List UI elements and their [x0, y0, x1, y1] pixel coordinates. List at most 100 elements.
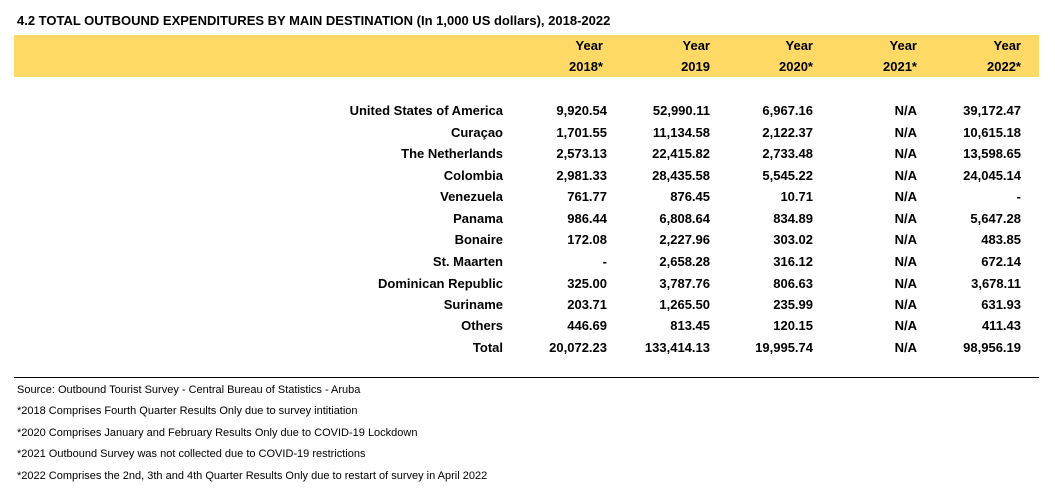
value-2022: 672.14 [981, 254, 1021, 269]
column-header-line2: 2019 [681, 59, 710, 74]
value-2018: 325.00 [567, 276, 607, 291]
value-2019: 813.45 [670, 318, 710, 333]
value-2019: 2,658.28 [659, 254, 710, 269]
value-2022: 631.93 [981, 297, 1021, 312]
value-2020: 806.63 [773, 276, 813, 291]
value-2019: 3,787.76 [659, 276, 710, 291]
value-2022: 10,615.18 [963, 125, 1021, 140]
value-2021: N/A [894, 318, 917, 333]
value-2021: N/A [894, 146, 917, 161]
source-note: Source: Outbound Tourist Survey - Centra… [17, 384, 361, 396]
value-2021: N/A [894, 276, 917, 291]
footnote-2020: *2020 Comprises January and February Res… [17, 427, 418, 439]
value-2020: 120.15 [773, 318, 813, 333]
row-destination-name: United States of America [349, 103, 503, 118]
value-2019: 133,414.13 [644, 340, 710, 355]
value-2019: 28,435.58 [652, 168, 710, 183]
value-2022: 3,678.11 [971, 276, 1021, 291]
column-header-line1: Year [682, 38, 710, 53]
value-2020: 316.12 [773, 254, 813, 269]
value-2019: 11,134.58 [652, 125, 710, 140]
value-2020: 6,967.16 [762, 103, 813, 118]
column-header-line1: Year [993, 38, 1021, 53]
value-2021: N/A [894, 232, 917, 247]
column-header-line1: Year [785, 38, 813, 53]
value-2022: 24,045.14 [963, 168, 1021, 183]
column-header-line2: 2020* [779, 59, 813, 74]
row-destination-name: Total [472, 340, 503, 355]
table-row: Suriname 203.71 1,265.50 235.99 N/A 631.… [0, 297, 1055, 319]
value-2021: N/A [894, 125, 917, 140]
row-destination-name: Bonaire [454, 232, 503, 247]
value-2022: - [1016, 189, 1021, 204]
column-header-line1: Year [575, 38, 603, 53]
row-destination-name: Dominican Republic [378, 276, 503, 291]
row-destination-name: Colombia [443, 168, 503, 183]
value-2018: 446.69 [567, 318, 607, 333]
value-2019: 1,265.50 [659, 297, 710, 312]
column-header-line1: Year [889, 38, 917, 53]
value-2022: 39,172.47 [963, 103, 1021, 118]
footnote-2022: *2022 Comprises the 2nd, 3th and 4th Qua… [17, 470, 488, 482]
value-2019: 6,808.64 [659, 211, 710, 226]
value-2021: N/A [894, 103, 917, 118]
footer-divider [14, 377, 1039, 378]
value-2021: N/A [894, 211, 917, 226]
value-2019: 2,227.96 [659, 232, 710, 247]
table-row: Others 446.69 813.45 120.15 N/A 411.43 [0, 318, 1055, 340]
row-destination-name: Others [461, 318, 503, 333]
value-2018: 1,701.55 [556, 125, 607, 140]
value-2020: 19,995.74 [755, 340, 813, 355]
table-row: Colombia 2,981.33 28,435.58 5,545.22 N/A… [0, 168, 1055, 190]
value-2021: N/A [894, 297, 917, 312]
value-2018: 203.71 [567, 297, 607, 312]
row-destination-name: Panama [453, 211, 503, 226]
value-2020: 2,122.37 [762, 125, 813, 140]
value-2022: 13,598.65 [963, 146, 1021, 161]
value-2018: 761.77 [567, 189, 607, 204]
value-2019: 52,990.11 [652, 103, 710, 118]
value-2020: 303.02 [773, 232, 813, 247]
column-header-line2: 2022* [987, 59, 1021, 74]
value-2021: N/A [894, 168, 917, 183]
row-destination-name: Curaçao [450, 125, 503, 140]
value-2021: N/A [894, 254, 917, 269]
value-2020: 834.89 [773, 211, 813, 226]
value-2022: 411.43 [981, 318, 1021, 333]
value-2022: 5,647.28 [970, 211, 1021, 226]
row-destination-name: St. Maarten [432, 254, 503, 269]
value-2021: N/A [894, 340, 917, 355]
table-row: Venezuela 761.77 876.45 10.71 N/A - [0, 189, 1055, 211]
table-row: Curaçao 1,701.55 11,134.58 2,122.37 N/A … [0, 125, 1055, 147]
value-2022: 98,956.19 [963, 340, 1021, 355]
value-2020: 235.99 [773, 297, 813, 312]
value-2022: 483.85 [981, 232, 1021, 247]
footnote-2021: *2021 Outbound Survey was not collected … [17, 448, 366, 460]
value-2019: 876.45 [670, 189, 710, 204]
row-destination-name: The Netherlands [401, 146, 503, 161]
value-2018: 20,072.23 [549, 340, 607, 355]
value-2020: 2,733.48 [762, 146, 813, 161]
table-row-total: Total 20,072.23 133,414.13 19,995.74 N/A… [0, 340, 1055, 362]
table-title: 4.2 TOTAL OUTBOUND EXPENDITURES BY MAIN … [17, 13, 611, 28]
table-row: The Netherlands 2,573.13 22,415.82 2,733… [0, 146, 1055, 168]
value-2018: 9,920.54 [556, 103, 607, 118]
table-row: Bonaire 172.08 2,227.96 303.02 N/A 483.8… [0, 232, 1055, 254]
value-2018: 172.08 [567, 232, 607, 247]
table-row: Dominican Republic 325.00 3,787.76 806.6… [0, 276, 1055, 298]
value-2018: 2,573.13 [556, 146, 607, 161]
column-header-band [14, 35, 1039, 77]
footnote-2018: *2018 Comprises Fourth Quarter Results O… [17, 405, 358, 417]
value-2019: 22,415.82 [652, 146, 710, 161]
row-destination-name: Venezuela [440, 189, 503, 204]
value-2020: 5,545.22 [762, 168, 813, 183]
value-2020: 10.71 [780, 189, 813, 204]
table-row: United States of America 9,920.54 52,990… [0, 103, 1055, 125]
table-row: Panama 986.44 6,808.64 834.89 N/A 5,647.… [0, 211, 1055, 233]
table-row: St. Maarten - 2,658.28 316.12 N/A 672.14 [0, 254, 1055, 276]
column-header-line2: 2021* [883, 59, 917, 74]
value-2021: N/A [894, 189, 917, 204]
column-header-line2: 2018* [569, 59, 603, 74]
row-destination-name: Suriname [443, 297, 503, 312]
value-2018: - [602, 254, 607, 269]
